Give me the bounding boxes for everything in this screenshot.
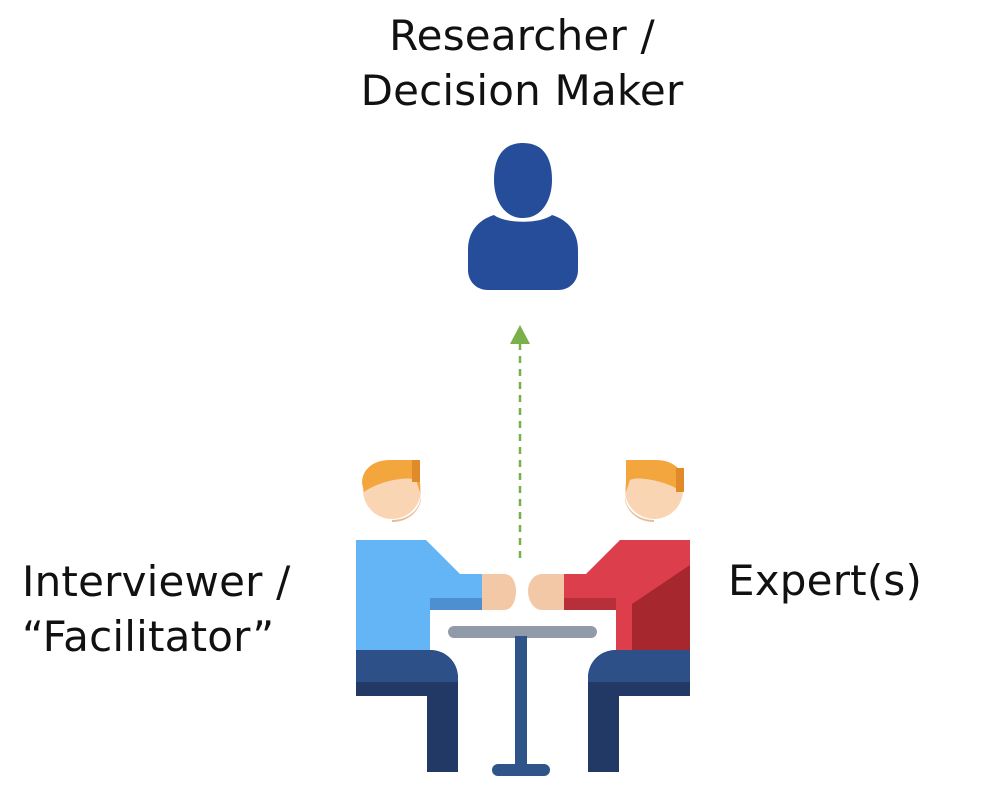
interviewer-person-icon — [356, 460, 516, 772]
expert-label-text: Expert(s) — [728, 556, 923, 605]
interviewer-label-line1: Interviewer / — [22, 557, 291, 606]
expert-label: Expert(s) — [728, 553, 922, 608]
interviewer-label-line2: “Facilitator” — [22, 612, 275, 661]
report-arrow — [510, 325, 530, 558]
meeting-table-icon — [448, 626, 597, 776]
interviewer-label: Interviewer / “Facilitator” — [22, 554, 291, 664]
researcher-label-line2: Decision Maker — [360, 66, 684, 115]
researcher-label: Researcher / Decision Maker — [330, 8, 714, 118]
researcher-label-line1: Researcher / — [389, 11, 655, 60]
expert-person-icon — [528, 460, 690, 772]
researcher-person-icon — [468, 143, 578, 290]
